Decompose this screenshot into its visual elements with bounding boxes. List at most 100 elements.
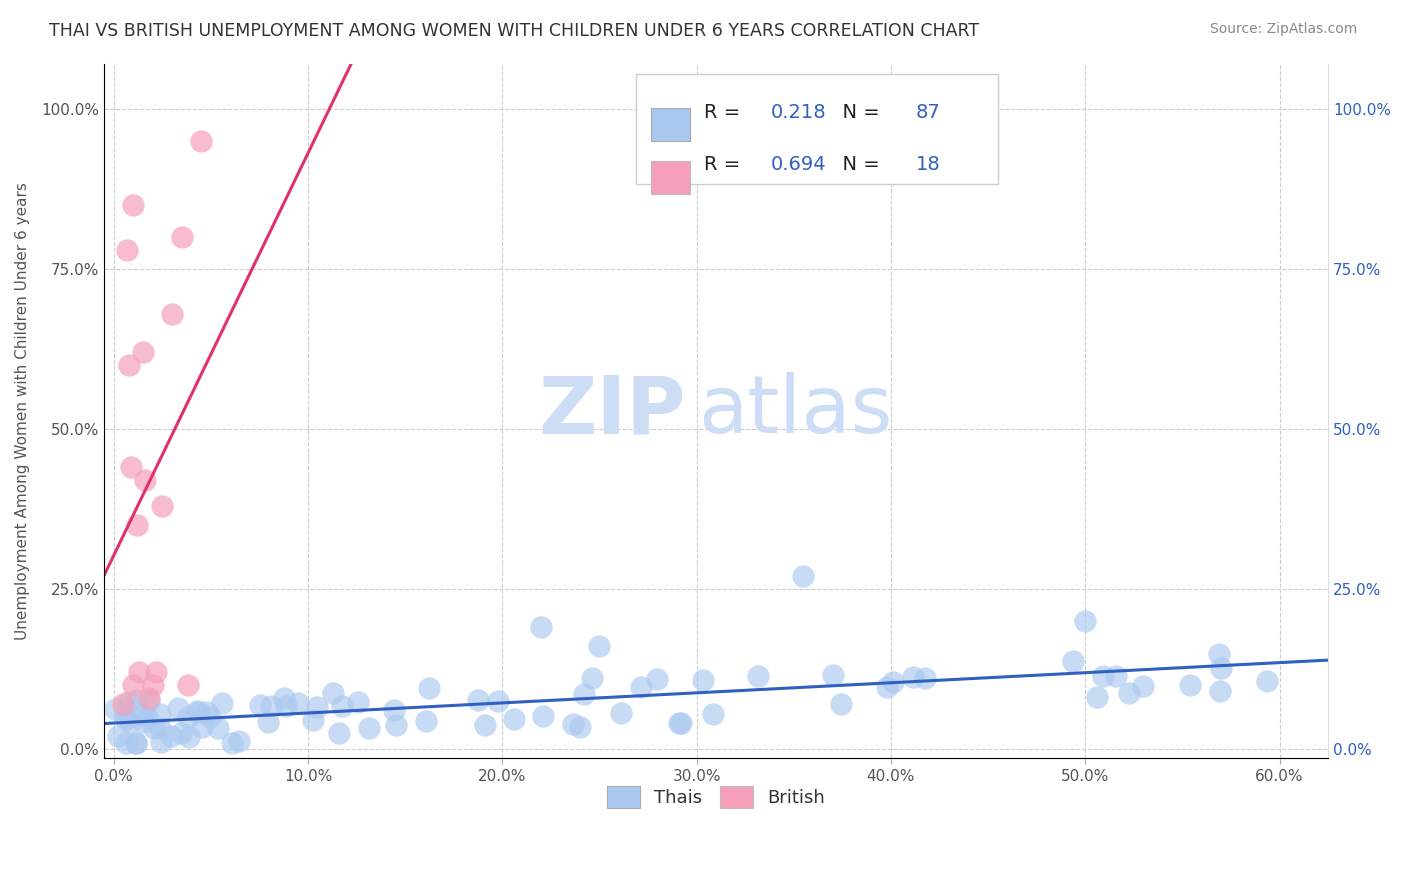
Point — [328, 726, 350, 740]
Point — [128, 665, 150, 679]
Point — [176, 678, 198, 692]
Point — [671, 715, 693, 730]
Point — [167, 700, 190, 714]
Point — [149, 707, 172, 722]
Point — [145, 665, 167, 679]
Point — [1132, 679, 1154, 693]
Point — [112, 697, 135, 711]
Point — [186, 705, 208, 719]
FancyBboxPatch shape — [651, 108, 690, 141]
Point — [347, 694, 370, 708]
Point — [190, 134, 212, 148]
Point — [149, 721, 172, 735]
Point — [830, 698, 852, 712]
Point — [823, 668, 845, 682]
Text: ZIP: ZIP — [538, 372, 686, 450]
Point — [588, 640, 610, 654]
Point — [143, 721, 166, 735]
Point — [647, 673, 669, 687]
Point — [307, 699, 329, 714]
Point — [359, 721, 381, 735]
Point — [747, 668, 769, 682]
Point — [382, 703, 405, 717]
Point — [561, 716, 583, 731]
Point — [187, 705, 209, 719]
Point — [114, 707, 136, 722]
Point — [531, 709, 554, 723]
Point — [273, 690, 295, 705]
Text: 87: 87 — [915, 103, 941, 122]
Point — [474, 718, 496, 732]
Point — [418, 681, 440, 695]
Point — [132, 345, 155, 359]
Text: N =: N = — [830, 103, 886, 122]
Point — [125, 736, 148, 750]
Point — [120, 715, 142, 730]
Point — [1105, 669, 1128, 683]
Point — [114, 736, 136, 750]
Point — [132, 715, 155, 730]
Text: N =: N = — [830, 155, 886, 174]
Point — [127, 692, 149, 706]
Y-axis label: Unemployment Among Women with Children Under 6 years: Unemployment Among Women with Children U… — [15, 182, 30, 640]
Point — [260, 699, 283, 714]
Text: R =: R = — [704, 103, 747, 122]
Point — [503, 712, 526, 726]
Point — [257, 714, 280, 729]
Point — [668, 716, 690, 731]
Point — [138, 694, 160, 708]
Text: 0.218: 0.218 — [770, 103, 827, 122]
Point — [572, 687, 595, 701]
Point — [104, 702, 127, 716]
Text: THAI VS BRITISH UNEMPLOYMENT AMONG WOMEN WITH CHILDREN UNDER 6 YEARS CORRELATION: THAI VS BRITISH UNEMPLOYMENT AMONG WOMEN… — [49, 22, 980, 40]
Point — [568, 721, 591, 735]
Point — [274, 698, 297, 713]
Point — [141, 678, 163, 692]
Point — [630, 680, 652, 694]
Text: R =: R = — [704, 155, 747, 174]
Legend: Thais, British: Thais, British — [600, 779, 832, 815]
Point — [1118, 686, 1140, 700]
Point — [901, 670, 924, 684]
Point — [150, 499, 173, 513]
Point — [160, 307, 183, 321]
Point — [122, 678, 145, 692]
Point — [136, 710, 159, 724]
FancyBboxPatch shape — [637, 74, 998, 184]
Point — [249, 698, 271, 712]
Point — [1062, 654, 1084, 668]
Point — [207, 721, 229, 735]
FancyBboxPatch shape — [651, 161, 690, 194]
Point — [876, 681, 898, 695]
Point — [228, 734, 250, 748]
Point — [467, 693, 489, 707]
Point — [125, 736, 148, 750]
Point — [702, 707, 724, 722]
Point — [107, 730, 129, 744]
Point — [117, 243, 139, 257]
Point — [120, 460, 142, 475]
Point — [1178, 678, 1201, 692]
Point — [1209, 661, 1232, 675]
Point — [385, 717, 408, 731]
Point — [170, 726, 193, 740]
Point — [692, 673, 714, 687]
Text: 18: 18 — [915, 155, 941, 174]
Point — [131, 706, 153, 721]
Point — [118, 358, 141, 372]
Point — [1256, 673, 1278, 688]
Text: 0.694: 0.694 — [770, 155, 827, 174]
Point — [486, 694, 509, 708]
Point — [530, 620, 553, 634]
Point — [302, 713, 325, 727]
Point — [114, 712, 136, 726]
Point — [322, 686, 344, 700]
Point — [200, 710, 222, 724]
Point — [1209, 684, 1232, 698]
Point — [221, 736, 243, 750]
Point — [134, 473, 156, 487]
Point — [581, 671, 603, 685]
Point — [610, 706, 633, 721]
Point — [159, 729, 181, 743]
Text: Source: ZipAtlas.com: Source: ZipAtlas.com — [1209, 22, 1357, 37]
